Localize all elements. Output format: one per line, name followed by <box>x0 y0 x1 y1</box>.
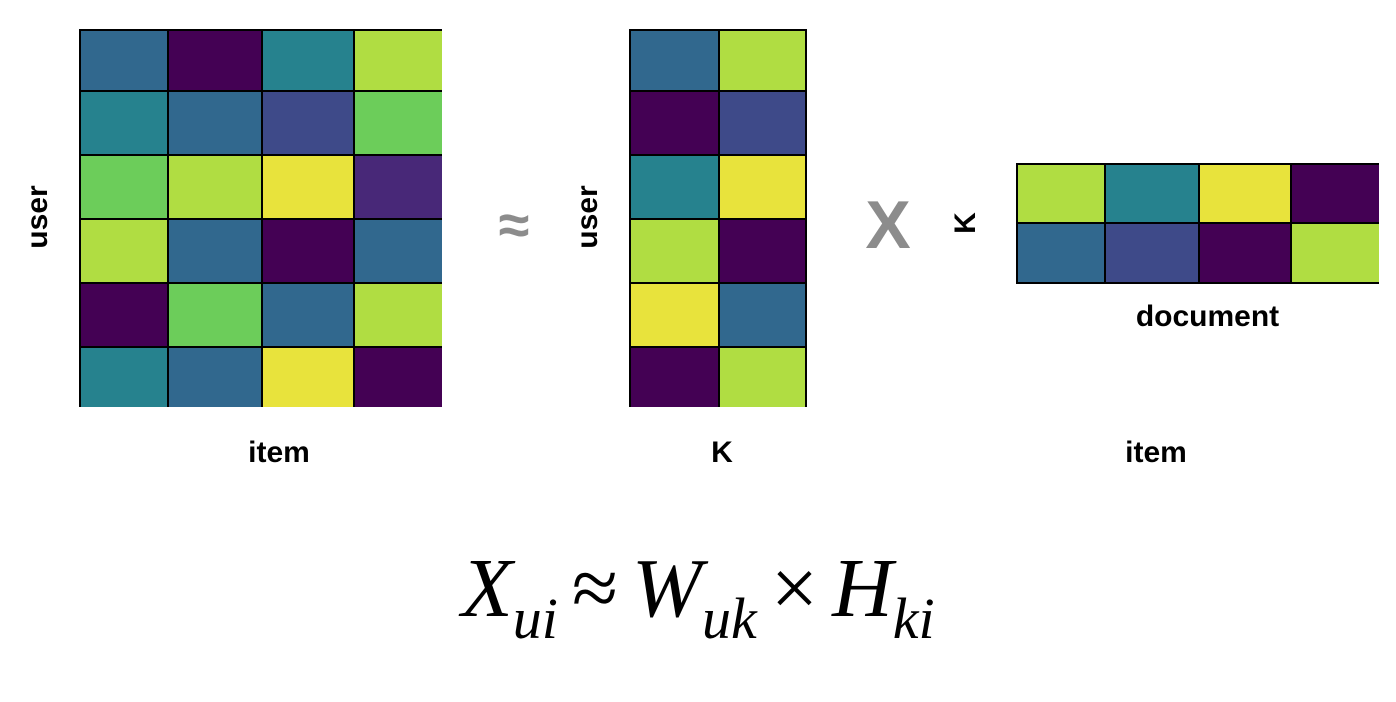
matrix-cell <box>263 156 353 218</box>
matrix-cell <box>631 220 718 282</box>
matrix-cell <box>169 92 261 154</box>
matrix-h <box>1016 163 1379 284</box>
x-row-label: user <box>21 185 54 249</box>
matrix-cell <box>720 31 805 90</box>
w-col-label: K <box>711 436 733 469</box>
matrix-cell <box>81 92 167 154</box>
matrix-cell <box>169 348 261 407</box>
matrix-cell <box>263 220 353 282</box>
eq-h-sub: ki <box>892 586 935 652</box>
matrix-cell <box>81 31 167 90</box>
times-operator: X <box>865 187 911 263</box>
matrix-cell <box>169 156 261 218</box>
matrix-cell <box>355 31 442 90</box>
matrix-cell <box>720 284 805 346</box>
h-row-label: K <box>949 212 982 234</box>
matrix-cell <box>81 156 167 218</box>
eq-times: × <box>770 542 819 635</box>
matrix-cell <box>720 156 805 218</box>
w-row-label: user <box>571 185 604 249</box>
matrix-cell <box>1018 165 1104 222</box>
matrix-cell <box>355 220 442 282</box>
h-col-label-item: item <box>1125 436 1187 469</box>
matrix-cell <box>1292 224 1379 282</box>
matrix-w <box>629 29 807 407</box>
matrix-cell <box>355 348 442 407</box>
matrix-cell <box>81 220 167 282</box>
matrix-cell <box>263 31 353 90</box>
factorization-equation: Xui ≈ Wuk × Hki <box>0 540 1396 652</box>
matrix-cell <box>720 220 805 282</box>
matrix-cell <box>631 348 718 407</box>
eq-w: W <box>631 542 702 635</box>
matrix-cell <box>169 284 261 346</box>
matrix-cell <box>169 220 261 282</box>
matrix-cell <box>169 31 261 90</box>
matrix-cell <box>720 348 805 407</box>
matrix-cell <box>1018 224 1104 282</box>
approx-operator: ≈ <box>498 193 530 256</box>
matrix-cell <box>1292 165 1379 222</box>
eq-x: X <box>461 542 513 635</box>
x-col-label: item <box>248 436 310 469</box>
matrix-cell <box>631 31 718 90</box>
matrix-cell <box>631 156 718 218</box>
matrix-cell <box>263 348 353 407</box>
matrix-cell <box>355 284 442 346</box>
matrix-cell <box>631 92 718 154</box>
matrix-cell <box>1106 165 1198 222</box>
eq-h: H <box>832 542 893 635</box>
matrix-cell <box>355 156 442 218</box>
matrix-cell <box>631 284 718 346</box>
h-col-label-document: document <box>1135 300 1280 333</box>
matrix-cell <box>720 92 805 154</box>
eq-x-sub: ui <box>512 586 558 652</box>
eq-approx: ≈ <box>571 542 618 635</box>
matrix-cell <box>81 348 167 407</box>
matrix-cell <box>1106 224 1198 282</box>
matrix-cell <box>263 284 353 346</box>
matrix-cell <box>263 92 353 154</box>
matrix-cell <box>1200 224 1290 282</box>
matrix-cell <box>1200 165 1290 222</box>
eq-w-sub: uk <box>701 586 757 652</box>
matrix-cell <box>355 92 442 154</box>
matrix-cell <box>81 284 167 346</box>
matrix-x <box>79 29 442 407</box>
